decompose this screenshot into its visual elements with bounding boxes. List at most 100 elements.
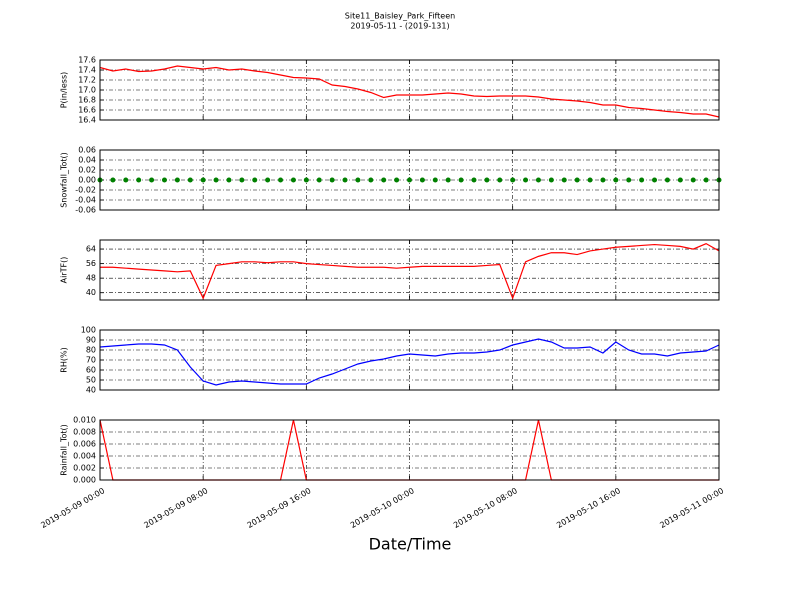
- y-tick-label: 0.000: [73, 476, 96, 485]
- data-point: [265, 177, 271, 183]
- y-tick-label: 48: [86, 274, 96, 283]
- data-point: [497, 177, 503, 183]
- data-point: [574, 177, 580, 183]
- y-tick-label: 64: [86, 245, 96, 254]
- y-tick-label: 0.04: [78, 156, 96, 165]
- data-line: [99, 65, 720, 118]
- y-axis-label: Snowfall_Tot(): [60, 152, 69, 208]
- y-tick-label: 90: [86, 336, 96, 345]
- y-tick-label: 0.02: [78, 166, 96, 175]
- y-tick-label: 17.4: [78, 66, 96, 75]
- plot-frame: [99, 419, 720, 481]
- data-point: [355, 177, 361, 183]
- data-point: [342, 177, 348, 183]
- data-point: [548, 177, 554, 183]
- data-point: [213, 177, 219, 183]
- x-tick-label: 2019-05-11 00:00: [658, 486, 725, 530]
- x-tick-label: 2019-05-10 00:00: [349, 486, 416, 530]
- y-tick-label: 0.004: [73, 452, 96, 461]
- data-point: [368, 177, 374, 183]
- x-tick-label: 2019-05-09 08:00: [142, 486, 209, 530]
- data-point: [161, 177, 167, 183]
- y-axis-label: Rainfall_Tot(): [60, 424, 69, 476]
- data-point: [703, 177, 709, 183]
- y-tick-label: 17.6: [78, 56, 96, 65]
- x-tick-label: 2019-05-09 00:00: [39, 486, 106, 530]
- data-point: [523, 177, 529, 183]
- plot-frame: [99, 239, 720, 301]
- y-tick-label: 17.2: [78, 76, 96, 85]
- y-tick-label: -0.06: [75, 206, 96, 215]
- x-axis-label: Date/Time: [369, 535, 452, 554]
- x-tick-label: 2019-05-10 08:00: [452, 486, 519, 530]
- data-point: [303, 177, 309, 183]
- data-point: [587, 177, 593, 183]
- data-point: [639, 177, 645, 183]
- data-point: [690, 177, 696, 183]
- data-point: [239, 177, 245, 183]
- y-axis-label: AirTF(): [60, 257, 69, 284]
- data-point: [252, 177, 258, 183]
- y-tick-label: 16.8: [78, 96, 96, 105]
- data-point: [535, 177, 541, 183]
- data-point: [407, 177, 412, 183]
- data-point: [187, 177, 193, 183]
- y-tick-label: -0.02: [75, 186, 96, 195]
- data-point: [226, 177, 232, 183]
- chart-subtitle: 2019-05-11 - (2019-131): [350, 22, 449, 31]
- x-tick-label: 2019-05-09 16:00: [246, 486, 313, 530]
- plot-frame: [99, 149, 720, 211]
- y-axis-label: P(in/less): [60, 72, 69, 109]
- y-tick-label: 16.4: [78, 116, 96, 125]
- y-tick-label: 0.06: [78, 146, 96, 155]
- data-point: [664, 177, 670, 183]
- data-point: [613, 177, 619, 183]
- y-tick-label: 60: [86, 366, 96, 375]
- data-line: [99, 338, 720, 386]
- y-tick-label: 40: [86, 288, 96, 297]
- data-point: [149, 177, 155, 183]
- y-tick-label: -0.04: [75, 196, 96, 205]
- data-point: [123, 177, 129, 183]
- plot-frame: [99, 59, 720, 121]
- y-tick-label: 0.010: [73, 416, 96, 425]
- y-tick-label: 0.00: [78, 176, 96, 185]
- y-tick-label: 0.006: [73, 440, 96, 449]
- data-point: [316, 177, 322, 183]
- data-point: [626, 177, 632, 183]
- y-tick-label: 17.0: [78, 86, 96, 95]
- data-line: [100, 242, 720, 300]
- data-point: [394, 177, 400, 183]
- data-point: [136, 177, 142, 183]
- y-tick-label: 16.6: [78, 106, 96, 115]
- data-point: [652, 177, 658, 183]
- data-point: [484, 177, 490, 183]
- data-point: [419, 177, 425, 183]
- y-axis-label: RH(%): [60, 347, 69, 372]
- data-point: [677, 177, 683, 183]
- data-point: [329, 177, 335, 183]
- y-tick-label: 100: [81, 326, 96, 335]
- y-tick-label: 80: [86, 346, 96, 355]
- plot-frame: [99, 329, 720, 391]
- y-tick-label: 0.008: [73, 428, 96, 437]
- y-tick-label: 70: [86, 356, 96, 365]
- data-point: [458, 177, 464, 183]
- data-point: [278, 177, 284, 183]
- data-point: [510, 177, 516, 183]
- y-tick-label: 56: [86, 259, 96, 268]
- data-point: [110, 177, 116, 183]
- y-tick-label: 0.002: [73, 464, 96, 473]
- data-point: [471, 177, 477, 183]
- data-point: [445, 177, 451, 183]
- data-point: [432, 177, 438, 183]
- data-point: [381, 177, 387, 183]
- y-tick-label: 50: [86, 376, 96, 385]
- data-point: [561, 177, 567, 183]
- y-tick-label: 40: [86, 386, 96, 395]
- chart-title: Site11_Baisley_Park_Fifteen: [345, 12, 455, 21]
- x-tick-label: 2019-05-10 16:00: [555, 486, 622, 530]
- data-point: [174, 177, 180, 183]
- data-point: [600, 177, 606, 183]
